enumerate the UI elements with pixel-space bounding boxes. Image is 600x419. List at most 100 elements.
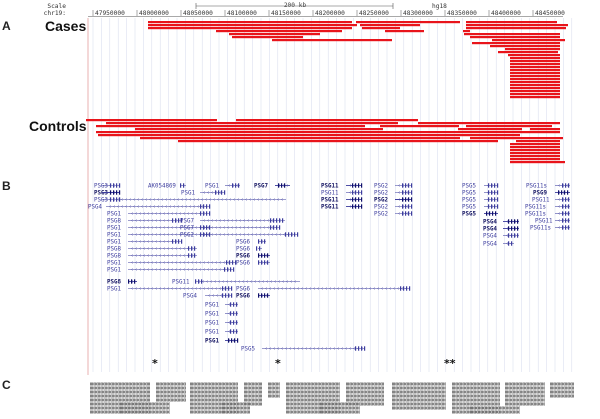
strand-arrow [313,347,316,350]
cnv-segment [216,30,342,33]
conservation-block [190,402,238,406]
strand-arrow [206,280,209,283]
gene-exon [175,239,177,244]
conservation-arrow [472,390,475,394]
conservation-arrow [333,410,336,414]
conservation-arrow [354,402,357,406]
gene-label: PSG11 [321,191,339,197]
conservation-arrow [380,390,383,394]
strand-arrow [325,287,328,290]
strand-arrow [155,240,158,243]
conservation-arrow [563,386,566,390]
gene-exon [497,183,499,188]
strand-arrow [155,247,158,250]
conservation-arrow [253,390,256,394]
conservation-block [244,398,262,402]
strand-arrow [283,233,286,236]
conservation-arrow [532,390,535,394]
conservation-arrow [164,410,167,414]
gene-label: PSG1 [205,321,219,327]
conservation-arrow [468,394,471,398]
strand-arrow [141,205,144,208]
strand-arrow [209,198,212,201]
strand-arrow [147,254,150,257]
gene-exon [568,183,570,188]
conservation-arrow [154,410,157,414]
strand-arrow [135,254,138,257]
strand-arrow [143,247,146,250]
gene-exon [230,329,232,334]
gene-exon [175,218,177,223]
conservation-arrow [479,402,482,406]
conservation-block [286,406,340,410]
gene-exon [172,239,174,244]
strand-arrow [135,212,138,215]
strand-arrow [235,226,238,229]
conservation-arrow [162,398,165,402]
strand-arrow [171,287,174,290]
conservation-arrow [443,398,446,402]
chrom-label: chr19: [44,10,66,17]
conservation-arrow [217,382,220,386]
conservation-arrow [472,406,475,410]
conservation-arrow [507,394,510,398]
conservation-arrow [373,386,376,390]
conservation-block [452,390,500,394]
strand-arrow [259,233,262,236]
conservation-arrow [133,410,136,414]
conservation-arrow [454,402,457,406]
strand-arrow [341,347,344,350]
strand-arrow [203,191,206,194]
conservation-arrow [369,390,372,394]
strand-arrow [353,287,356,290]
gene-feature: PSG5 [462,204,499,211]
conservation-arrow [440,390,443,394]
gene-label: PSG8 [107,254,121,260]
strand-arrow [241,198,244,201]
conservation-arrow [528,402,531,406]
gene-exon [232,260,234,265]
conservation-arrow [113,382,116,386]
gene-exon [358,346,360,351]
strand-arrow [159,247,162,250]
conservation-arrow [122,406,125,410]
conservation-arrow [366,394,369,398]
conservation-arrow [486,394,489,398]
gene-exon [488,204,490,209]
conservation-arrow [556,382,559,386]
conservation-arrow [475,382,478,386]
conservation-arrow [309,402,312,406]
strand-arrow [558,184,561,187]
gene-exon [284,183,286,188]
strand-arrow [317,287,320,290]
conservation-arrow [145,390,148,394]
conservation-arrow [525,382,528,386]
gene-exon [113,197,115,202]
conservation-arrow [126,402,129,406]
gene-exon [364,346,366,351]
gene-exon [282,218,284,223]
strand-arrow [255,233,258,236]
conservation-arrow [461,390,464,394]
strand-arrow [203,233,206,236]
conservation-arrow [250,394,253,398]
conservation-arrow [465,398,468,402]
conservation-arrow [242,406,245,410]
conservation-arrow [169,394,172,398]
gene-exon [562,225,564,230]
conservation-arrow [333,402,336,406]
conservation-arrow [412,394,415,398]
cnv-segment [492,39,565,42]
gene-exon [203,204,205,209]
conservation-arrow [117,398,120,402]
conservation-arrow [514,402,517,406]
gene-exon [402,204,404,209]
gene-feature: PSG2 [180,232,299,239]
conservation-arrow [352,386,355,390]
conservation-arrow [231,398,234,402]
conservation-arrow [199,410,202,414]
strand-arrow [349,205,352,208]
gene-exon [352,190,354,195]
conservation-arrow [234,386,237,390]
gene-feature: PSG6 [236,246,262,253]
